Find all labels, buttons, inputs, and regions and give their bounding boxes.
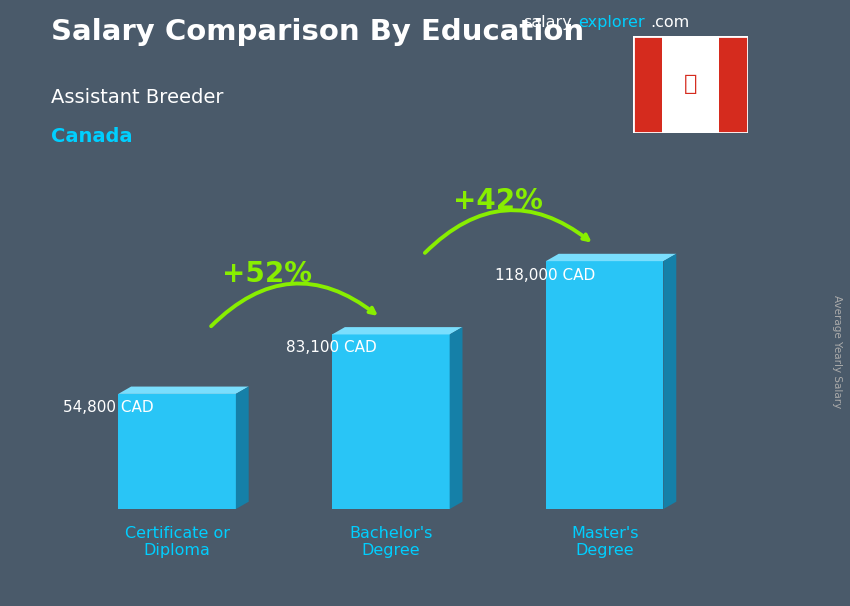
Polygon shape — [118, 387, 249, 394]
Polygon shape — [450, 327, 462, 509]
Text: 118,000 CAD: 118,000 CAD — [495, 268, 595, 284]
Text: 54,800 CAD: 54,800 CAD — [64, 399, 154, 415]
Text: salary: salary — [523, 15, 571, 30]
Text: +42%: +42% — [453, 187, 542, 215]
Text: 🍁: 🍁 — [684, 74, 697, 94]
Text: Salary Comparison By Education: Salary Comparison By Education — [51, 18, 584, 46]
Text: 83,100 CAD: 83,100 CAD — [286, 341, 377, 355]
Text: Canada: Canada — [51, 127, 133, 146]
Bar — [662, 36, 719, 133]
Polygon shape — [664, 254, 677, 509]
Polygon shape — [235, 387, 249, 509]
Text: explorer: explorer — [578, 15, 644, 30]
FancyBboxPatch shape — [546, 261, 664, 509]
Text: Assistant Breeder: Assistant Breeder — [51, 88, 224, 107]
Text: Average Yearly Salary: Average Yearly Salary — [832, 295, 842, 408]
FancyBboxPatch shape — [118, 394, 235, 509]
Polygon shape — [546, 254, 677, 261]
Text: .com: .com — [650, 15, 689, 30]
FancyBboxPatch shape — [332, 335, 450, 509]
Polygon shape — [332, 327, 462, 335]
Text: +52%: +52% — [222, 260, 312, 288]
